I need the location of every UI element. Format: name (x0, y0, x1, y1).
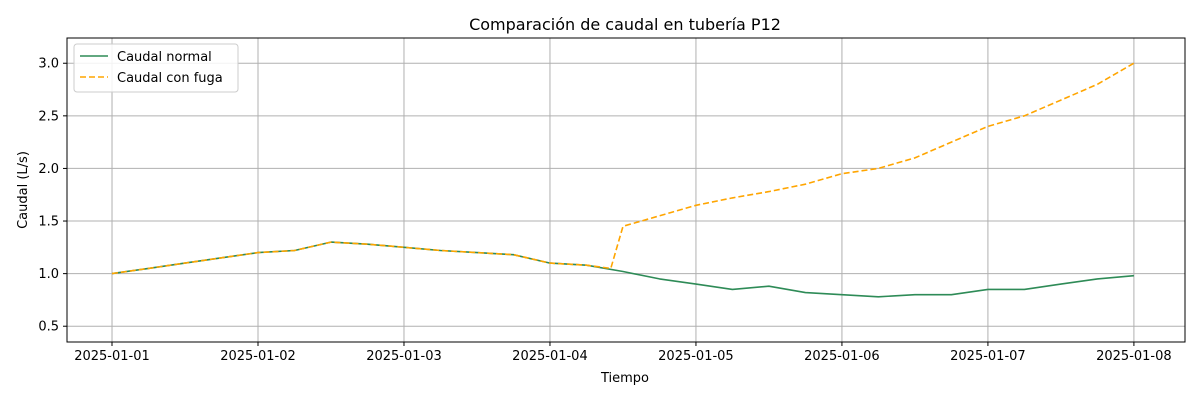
series-group (111, 62, 1135, 298)
legend-label: Caudal con fuga (117, 71, 223, 86)
x-tick-label: 2025-01-05 (658, 349, 734, 364)
x-tick-label: 2025-01-08 (1096, 349, 1172, 364)
y-axis-label: Caudal (L/s) (16, 151, 31, 229)
legend: Caudal normal Caudal con fuga (73, 43, 239, 93)
y-tick-label: 2.5 (38, 109, 59, 124)
legend-box (73, 43, 239, 93)
x-tick-label: 2025-01-03 (366, 349, 442, 364)
x-axis-label: Tiempo (600, 371, 649, 386)
legend-label: Caudal normal (117, 50, 212, 65)
grid (67, 38, 1185, 342)
plot-frame (66, 37, 1186, 343)
x-tick-label: 2025-01-06 (804, 349, 880, 364)
y-tick-label: 2.0 (38, 162, 59, 177)
series-line-0 (111, 241, 1134, 298)
x-tick-label: 2025-01-02 (220, 349, 296, 364)
x-tick-label: 2025-01-07 (950, 349, 1026, 364)
y-tick-label: 0.5 (38, 320, 59, 335)
x-tick-label: 2025-01-04 (512, 349, 588, 364)
y-tick-label: 1.0 (38, 267, 59, 282)
y-axis: 0.5 1.0 1.5 2.0 2.5 3.0 (38, 57, 67, 335)
chart-title: Comparación de caudal en tubería P12 (469, 15, 781, 34)
y-tick-label: 1.5 (38, 215, 59, 230)
x-axis: 2025-01-01 2025-01-02 2025-01-03 2025-01-04… (74, 342, 1172, 364)
x-tick-label: 2025-01-01 (74, 349, 150, 364)
series-line-1 (111, 62, 1135, 275)
y-tick-label: 3.0 (38, 57, 59, 72)
